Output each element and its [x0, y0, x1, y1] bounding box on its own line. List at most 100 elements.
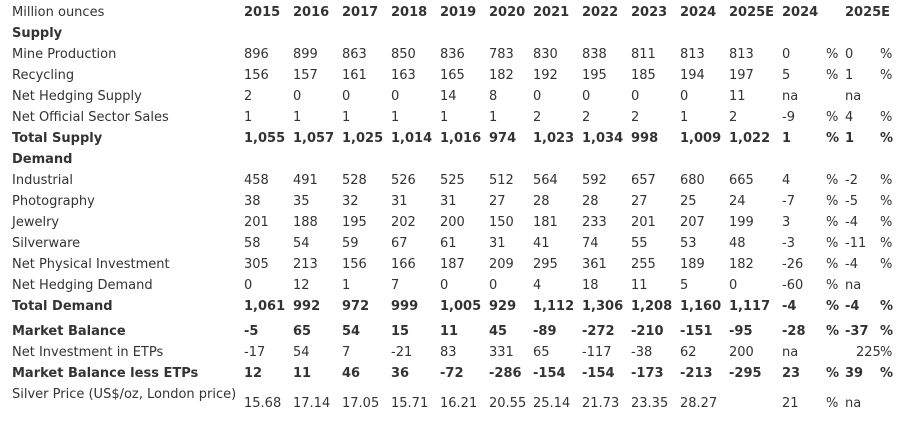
cell-value: -295: [729, 366, 762, 381]
cell-value: %: [880, 110, 893, 125]
cell-value: na: [845, 396, 862, 411]
cell-value: 24: [729, 194, 746, 209]
cell-value: 21.73: [582, 396, 620, 411]
cell-value: 4: [533, 278, 542, 293]
cell-value: 53: [680, 236, 697, 251]
row-label: Industrial: [12, 173, 73, 188]
cell-value: 8: [489, 89, 498, 104]
cell-value: 12: [244, 366, 263, 381]
cell-value: 28: [533, 194, 550, 209]
cell-value: %: [826, 324, 840, 339]
cell-value: -2: [845, 173, 858, 188]
cell-value: 564: [533, 173, 558, 188]
cell-value: 48: [729, 236, 746, 251]
cell-value: 45: [489, 324, 508, 339]
cell-value: %: [826, 194, 839, 209]
cell-value: 680: [680, 173, 705, 188]
cell-value: -11: [845, 236, 867, 251]
cell-value: 15: [391, 324, 410, 339]
cell-value: 0: [244, 278, 253, 293]
cell-value: 38: [244, 194, 261, 209]
cell-value: %: [826, 396, 839, 411]
cell-value: na: [782, 89, 799, 104]
column-header: 2022: [582, 5, 619, 20]
cell-value: -21: [391, 345, 413, 360]
cell-value: 974: [489, 131, 517, 146]
cell-value: 39: [845, 366, 864, 381]
cell-value: 1,014: [391, 131, 433, 146]
cell-value: 1: [293, 110, 302, 125]
cell-value: 491: [293, 173, 318, 188]
cell-value: 23: [782, 366, 801, 381]
cell-value: 225: [856, 345, 881, 360]
row-label: Net Investment in ETPs: [12, 345, 164, 360]
cell-value: 2: [631, 110, 640, 125]
cell-value: 185: [631, 68, 656, 83]
row-label: Total Demand: [12, 299, 113, 314]
cell-value: 27: [631, 194, 648, 209]
cell-value: 4: [782, 173, 791, 188]
row-label: Supply: [12, 26, 63, 41]
cell-value: 25: [680, 194, 697, 209]
cell-value: 54: [293, 236, 310, 251]
cell-value: 528: [342, 173, 367, 188]
cell-value: 11: [293, 366, 312, 381]
row-label: Jewelry: [12, 215, 60, 230]
cell-value: 998: [631, 131, 659, 146]
cell-value: 11: [440, 324, 459, 339]
cell-value: %: [826, 47, 839, 62]
cell-value: 182: [729, 257, 754, 272]
cell-value: 929: [489, 299, 517, 314]
cell-value: na: [782, 345, 799, 360]
cell-value: 31: [391, 194, 408, 209]
cell-value: 1,117: [729, 299, 771, 314]
cell-value: 1: [440, 110, 449, 125]
cell-value: 1: [342, 110, 351, 125]
cell-value: 41: [533, 236, 550, 251]
cell-value: 67: [391, 236, 408, 251]
cell-value: -28: [782, 324, 806, 339]
cell-value: 1: [489, 110, 498, 125]
row-label: Mine Production: [12, 47, 117, 62]
cell-value: 2: [533, 110, 542, 125]
cell-value: 27: [489, 194, 506, 209]
row-label: Net Official Sector Sales: [12, 110, 169, 125]
cell-value: 0: [342, 89, 351, 104]
cell-value: -5: [845, 194, 858, 209]
cell-value: 11: [729, 89, 746, 104]
cell-value: 31: [489, 236, 506, 251]
cell-value: 23.35: [631, 396, 669, 411]
cell-value: -3: [782, 236, 795, 251]
cell-value: 1,022: [729, 131, 771, 146]
cell-value: -213: [680, 366, 713, 381]
cell-value: 188: [293, 215, 318, 230]
cell-value: 32: [342, 194, 359, 209]
cell-value: 54: [342, 324, 361, 339]
cell-value: 35: [293, 194, 310, 209]
cell-value: 1,034: [582, 131, 624, 146]
cell-value: 7: [391, 278, 400, 293]
cell-value: 1: [845, 131, 855, 146]
cell-value: 192: [533, 68, 558, 83]
cell-value: %: [826, 236, 839, 251]
cell-value: 1,023: [533, 131, 575, 146]
cell-value: 209: [489, 257, 514, 272]
cell-value: 4: [845, 110, 854, 125]
cell-value: -89: [533, 324, 557, 339]
row-label: Net Hedging Supply: [12, 89, 142, 104]
cell-value: -154: [582, 366, 615, 381]
cell-value: -37: [845, 324, 869, 339]
cell-value: %: [880, 173, 893, 188]
column-header: 2020: [489, 5, 526, 20]
cell-value: -173: [631, 366, 664, 381]
cell-value: %: [826, 173, 839, 188]
column-header: 2025E: [845, 5, 891, 20]
cell-value: 992: [293, 299, 321, 314]
cell-value: %: [880, 324, 894, 339]
cell-value: 15.71: [391, 396, 429, 411]
cell-value: 305: [244, 257, 269, 272]
row-label: Net Physical Investment: [12, 257, 170, 272]
cell-value: 59: [342, 236, 359, 251]
cell-value: 28: [582, 194, 599, 209]
